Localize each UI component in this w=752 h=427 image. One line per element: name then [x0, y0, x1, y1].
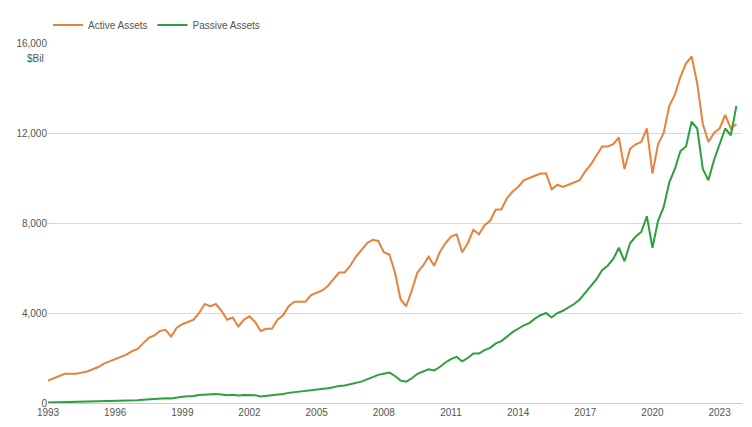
svg-text:Active Assets: Active Assets [88, 20, 147, 31]
svg-text:16,000: 16,000 [16, 38, 47, 49]
svg-text:2020: 2020 [641, 407, 664, 418]
svg-text:12,000: 12,000 [16, 128, 47, 139]
svg-text:$Bil: $Bil [27, 53, 44, 64]
svg-text:4,000: 4,000 [22, 308, 47, 319]
svg-text:0: 0 [41, 398, 47, 409]
svg-text:2005: 2005 [306, 407, 329, 418]
svg-text:1993: 1993 [37, 407, 60, 418]
svg-text:2011: 2011 [440, 407, 462, 418]
svg-text:2008: 2008 [373, 407, 396, 418]
svg-text:8,000: 8,000 [22, 218, 47, 229]
svg-text:Passive Assets: Passive Assets [192, 20, 259, 31]
svg-text:2002: 2002 [238, 407, 261, 418]
svg-text:1999: 1999 [171, 407, 194, 418]
svg-text:2017: 2017 [574, 407, 597, 418]
svg-text:2023: 2023 [708, 407, 731, 418]
svg-text:2014: 2014 [507, 407, 530, 418]
svg-text:1996: 1996 [104, 407, 127, 418]
